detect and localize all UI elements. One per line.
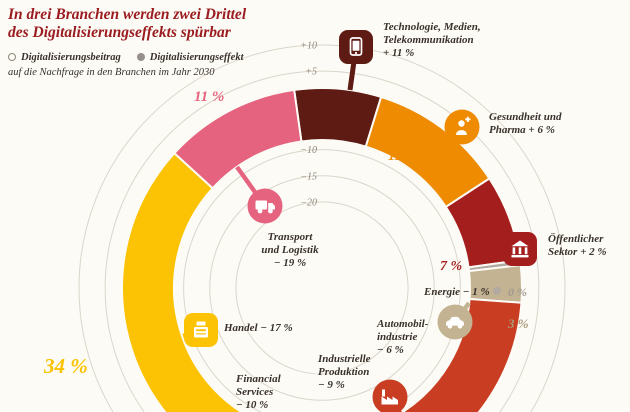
effect-dot-icon	[493, 287, 501, 295]
axis-tick-label: −10	[300, 145, 317, 156]
axis-tick-label: +5	[305, 67, 317, 78]
cash-register-icon	[184, 313, 218, 347]
sector-label-transport-und-logistik: − 19 %	[274, 257, 306, 269]
sector-label-financial-services: Services	[236, 386, 273, 398]
beitrag-label-gesundheit-und-pharma: 11 %	[388, 149, 416, 164]
title-line-2: des Digitalisierungseffekts spürbar	[8, 24, 231, 42]
legend-item-effekt: Digitalisierungseffekt	[136, 51, 244, 63]
sector-label-industrielle-produktion: Produktion	[318, 366, 369, 378]
axis-tick-label: −20	[300, 197, 317, 208]
gridline--10	[183, 149, 461, 412]
sector-label-transport-und-logistik: Transport	[268, 231, 314, 243]
sector-label-gesundheit-und-pharma: Gesundheit und	[489, 111, 562, 123]
ring-segment-handel	[121, 151, 244, 412]
axis-tick-label: −15	[300, 171, 317, 182]
legend: Digitalisierungsbeitrag Digitalisierungs…	[8, 52, 308, 63]
gridline--15	[209, 175, 435, 401]
factory-icon	[372, 379, 408, 412]
sector-label-financial-services: − 10 %	[236, 399, 268, 411]
filled-circle-marker-icon	[136, 53, 145, 62]
sector-label-industrielle-produktion: − 9 %	[318, 379, 345, 391]
bank-icon	[503, 232, 537, 266]
sector-label-energie: Energie − 1 %	[423, 286, 490, 298]
beitrag-label-energie: 0 %	[508, 285, 527, 299]
gridline--20	[235, 201, 409, 375]
beitrag-label-handel: 34 %	[43, 354, 88, 378]
beitrag-label-automobilindustrie: 3 %	[507, 316, 529, 331]
sector-label-technologie-medien-telekommunikation: Technologie, Medien,	[383, 21, 481, 33]
axis-tick-label: +10	[300, 41, 317, 52]
sector-label-gesundheit-und-pharma: Pharma + 6 %	[489, 124, 555, 136]
legend-label-effekt: Digitalisierungseffekt	[149, 51, 244, 63]
chart-header: In drei Branchen werden zwei Drittel des…	[8, 6, 308, 79]
sector-label-automobilindustrie: Automobil-	[376, 318, 429, 330]
legend-label-beitrag: Digitalisierungsbeitrag	[21, 51, 121, 63]
legend-item-beitrag: Digitalisierungsbeitrag	[8, 52, 121, 63]
beitrag-label-oeffentlicher-sektor: 7 %	[440, 259, 462, 274]
sector-label-oeffentlicher-sektor: Sektor + 2 %	[548, 246, 607, 258]
medical-person-icon	[444, 109, 480, 145]
sector-label-handel: Handel − 17 %	[223, 322, 293, 334]
sector-label-automobilindustrie: industrie	[377, 331, 417, 343]
sector-label-transport-und-logistik: und Logistik	[261, 244, 319, 256]
gridline-5	[104, 70, 540, 412]
sector-label-technologie-medien-telekommunikation: Telekommunikation	[383, 34, 474, 46]
gridline-10	[78, 44, 566, 412]
open-circle-marker-icon	[8, 53, 16, 62]
sector-label-automobilindustrie: − 6 %	[377, 344, 404, 356]
sector-label-oeffentlicher-sektor: Öffentlicher	[548, 232, 604, 245]
title-line-1: In drei Branchen werden zwei Drittel	[8, 6, 247, 23]
truck-icon	[247, 188, 283, 224]
sector-label-financial-services: Financial	[235, 373, 282, 385]
sector-label-industrielle-produktion: Industrielle	[317, 353, 371, 365]
sector-label-technologie-medien-telekommunikation: + 11 %	[383, 47, 414, 59]
car-icon	[437, 304, 473, 340]
beitrag-label-technologie-medien-telekommunikation: 7 %	[328, 126, 350, 141]
page-title: In drei Branchen werden zwei Drittel des…	[8, 6, 308, 43]
chart-subtitle: auf die Nachfrage in den Branchen im Jah…	[8, 66, 215, 78]
phone-icon	[339, 30, 373, 64]
ring-segment-transport-und-logistik	[172, 88, 303, 190]
beitrag-label-transport-und-logistik: 11 %	[194, 89, 224, 105]
